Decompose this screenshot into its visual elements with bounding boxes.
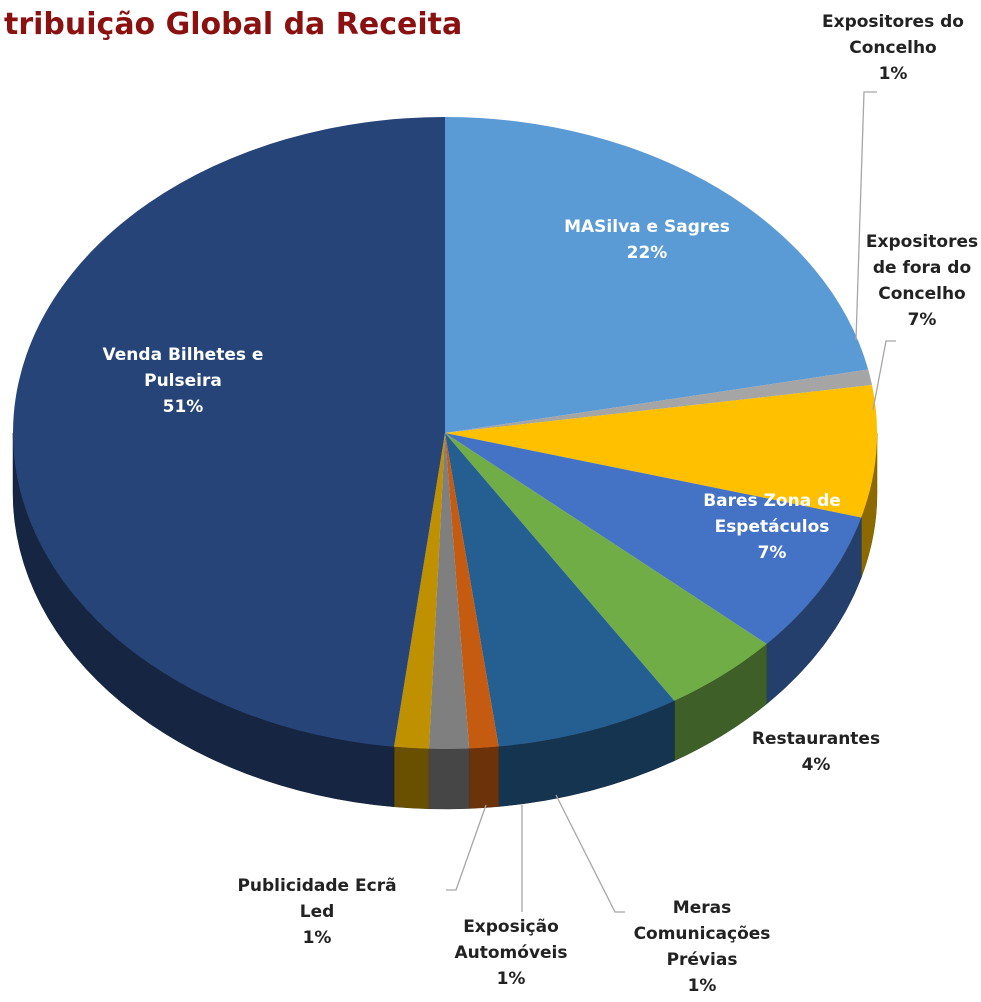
pie-slice-venda-bilhetes-e-pulseira bbox=[12, 116, 446, 747]
pie-slice-expositores-do-concelho bbox=[445, 369, 872, 433]
leader-line-expositores-do-concelho bbox=[855, 91, 877, 341]
data-label-expositores-de-fora-do-concelho: Expositores bbox=[866, 232, 978, 252]
data-label-exposicao-automoveis: Automóveis bbox=[454, 943, 567, 963]
data-label-meras-comunicacoes-previas: Prévias bbox=[667, 950, 738, 970]
chart-title: tribuição Global da Receita bbox=[4, 7, 462, 42]
data-label-percent-exposicao-automoveis: 1% bbox=[497, 969, 526, 989]
pie-slice-meras-comunicacoes-previas bbox=[445, 433, 499, 749]
data-label-expositores-de-fora-do-concelho: Concelho bbox=[878, 284, 965, 304]
data-label-venda-bilhetes-e-pulseira: Pulseira bbox=[144, 371, 222, 391]
data-label-meras-comunicacoes-previas: Meras bbox=[673, 898, 731, 918]
data-label-exposicao-automoveis: Exposição bbox=[463, 917, 559, 937]
pie-sides bbox=[12, 432, 878, 810]
data-label-percent-expositores-do-concelho: 1% bbox=[879, 64, 908, 84]
data-label-percent-venda-bilhetes-e-pulseira: 51% bbox=[163, 397, 204, 417]
leader-line-publicidade-ecra-led bbox=[446, 804, 487, 891]
pie-slice-slice-5 bbox=[445, 433, 675, 747]
pie-slice-bares-zona-de-espetaculos bbox=[445, 433, 862, 644]
data-label-venda-bilhetes-e-pulseira: Venda Bilhetes e bbox=[103, 345, 264, 365]
data-label-restaurantes: Restaurantes bbox=[752, 729, 880, 749]
data-label-bares-zona-de-espetaculos: Espetáculos bbox=[715, 517, 830, 537]
data-label-percent-masilva-e-sagres: 22% bbox=[627, 243, 668, 263]
data-label-percent-bares-zona-de-espetaculos: 7% bbox=[758, 543, 787, 563]
data-label-percent-restaurantes: 4% bbox=[802, 755, 831, 775]
data-label-meras-comunicacoes-previas: Comunicações bbox=[634, 924, 771, 944]
leader-line-meras-comunicacoes-previas bbox=[555, 794, 625, 913]
pie-slice-restaurantes bbox=[445, 433, 767, 701]
data-labels: MASilva e Sagres 22% Expositores do Concelh… bbox=[103, 12, 979, 996]
data-label-expositores-do-concelho: Expositores do bbox=[822, 12, 964, 32]
data-label-expositores-de-fora-do-concelho: de fora do bbox=[873, 258, 971, 278]
pie-side-exposicao-automoveis bbox=[428, 748, 470, 810]
data-label-bares-zona-de-espetaculos: Bares Zona de bbox=[703, 491, 841, 511]
data-label-percent-publicidade-ecra-led: 1% bbox=[303, 928, 332, 948]
pie-slice-masilva-e-sagres bbox=[445, 117, 869, 433]
pie-side-publicidade-ecra-led bbox=[393, 746, 430, 810]
data-label-percent-meras-comunicacoes-previas: 1% bbox=[688, 976, 717, 996]
leader-lines bbox=[446, 91, 896, 913]
pie-slice-publicidade-ecra-led bbox=[394, 433, 445, 749]
data-label-percent-expositores-de-fora-do-concelho: 7% bbox=[908, 310, 937, 330]
data-label-expositores-do-concelho: Concelho bbox=[849, 38, 936, 58]
pie-slice-exposicao-automoveis bbox=[428, 433, 470, 749]
pie-slice-expositores-de-fora-do-concelho bbox=[445, 385, 877, 518]
data-label-masilva-e-sagres: MASilva e Sagres bbox=[564, 217, 730, 237]
data-label-publicidade-ecra-led: Led bbox=[300, 902, 335, 922]
pie-tops bbox=[12, 116, 877, 749]
data-label-publicidade-ecra-led: Publicidade Ecrã bbox=[237, 876, 396, 896]
pie-side-meras-comunicacoes-previas bbox=[468, 746, 499, 809]
leader-line-expositores-de-fora-do-concelho bbox=[872, 340, 896, 411]
